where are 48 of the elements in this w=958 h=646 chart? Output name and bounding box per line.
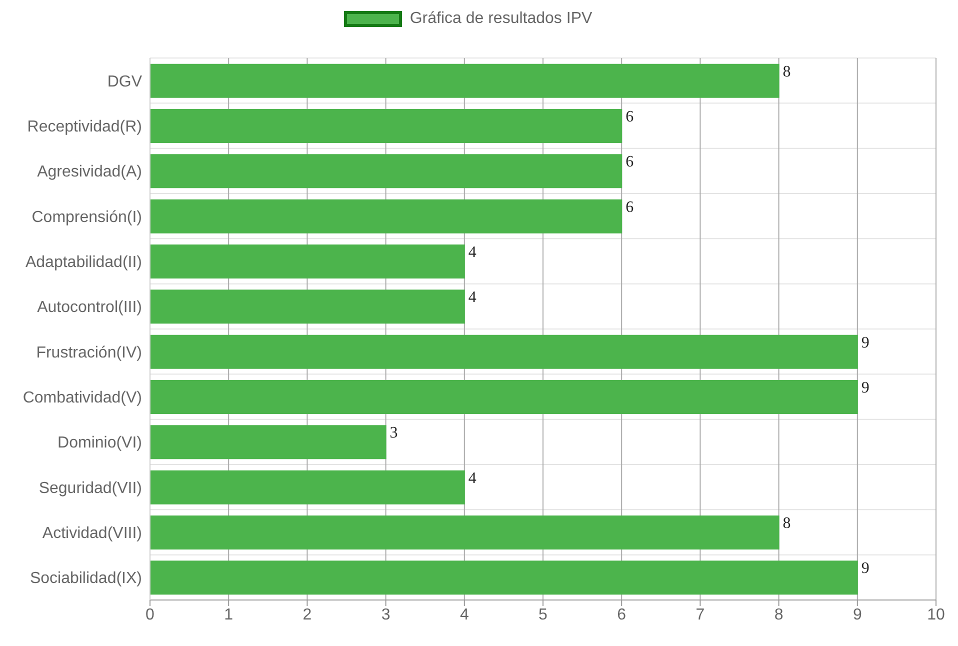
bar [150,515,780,550]
x-tick-label: 2 [302,606,312,624]
x-tick-label: 3 [381,606,390,624]
x-tick-label: 6 [617,606,626,624]
x-tick-label: 9 [852,606,862,624]
data-label: 8 [782,514,791,532]
data-label: 9 [861,379,870,396]
data-label: 9 [861,334,870,352]
data-label: 6 [626,154,634,171]
bar [150,64,780,98]
bar [150,290,465,324]
legend-label: Gráfica de resultados IPV [410,10,592,28]
data-label: 4 [468,244,476,261]
bar [150,380,858,414]
bar [150,199,622,234]
y-tick-label: Autocontrol(III) [37,299,142,316]
y-tick-label: Comprensión(I) [32,208,142,226]
bar [150,108,622,143]
x-tick-label: 5 [538,606,548,624]
y-tick-label: Dominio(VI) [58,434,142,452]
data-label: 3 [390,424,398,442]
bar [150,425,386,460]
data-label: 6 [626,108,634,126]
y-tick-label: Receptividad(R) [27,118,142,136]
y-tick-label: Frustración(IV) [36,344,142,362]
bar [150,470,465,504]
bar [150,154,622,188]
x-tick-label: 10 [927,606,945,624]
data-label: 4 [468,289,476,306]
x-tick-label: 4 [460,606,469,624]
bar [150,560,858,595]
x-tick-label: 8 [774,606,784,624]
data-label: 8 [782,63,791,80]
y-tick-label: DGV [107,73,142,90]
y-tick-label: Adaptabilidad(II) [25,254,142,271]
x-tick-label: 7 [696,606,705,624]
y-tick-label: Sociabilidad(IX) [30,570,142,588]
y-tick-label: Combatividad(V) [22,389,142,406]
bar [150,244,465,278]
y-tick-label: Actividad(VIII) [42,524,142,542]
data-label: 6 [626,198,634,216]
y-tick-label: Seguridad(VII) [38,480,142,497]
data-label: 4 [468,470,476,487]
x-tick-label: 1 [224,606,234,624]
bar [150,334,858,369]
x-tick-label: 0 [146,606,155,624]
y-tick-label: Agresividad(A) [37,164,142,181]
data-label: 9 [861,560,870,578]
